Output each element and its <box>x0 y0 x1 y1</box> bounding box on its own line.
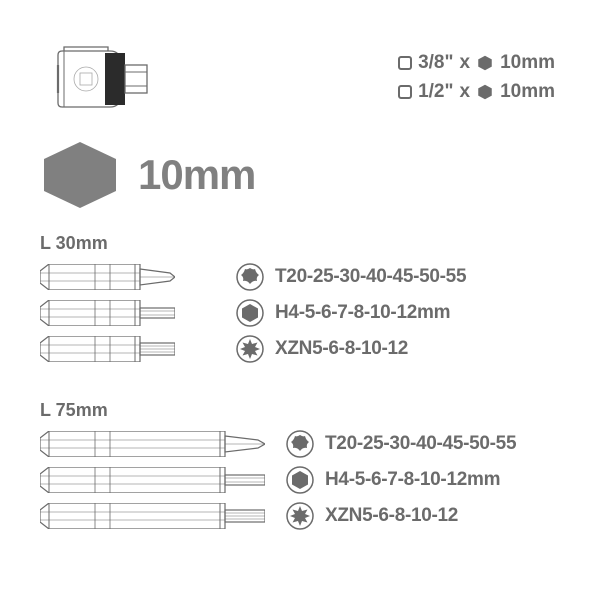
size-list: T20-25-30-40-45-50-55 <box>275 266 466 288</box>
adapter-spec-row: 1/2" x 10mm <box>398 77 555 106</box>
square-size: 1/2" <box>418 77 453 106</box>
hex-icon <box>476 83 494 101</box>
bit-drawing-short <box>40 336 175 362</box>
bit-drawing-long <box>40 431 265 457</box>
shank-size-label: 10mm <box>138 151 255 199</box>
xzn-icon <box>235 334 265 364</box>
size-list: H4-5-6-7-8-10-12mm <box>325 469 500 491</box>
bit-drawing-short <box>40 300 175 326</box>
torx-icon <box>285 429 315 459</box>
shank-size-header: 10mm <box>40 140 255 210</box>
adapter-spec-list: 3/8" x 10mm 1/2" x 10mm <box>398 48 555 107</box>
bit-row: XZN5-6-8-10-12 <box>40 332 466 366</box>
square-drive-icon <box>398 56 412 70</box>
length-label: L 75mm <box>40 400 516 421</box>
square-size: 3/8" <box>418 48 453 77</box>
size-list: H4-5-6-7-8-10-12mm <box>275 302 450 324</box>
bit-drawing-long <box>40 467 265 493</box>
bit-row: T20-25-30-40-45-50-55 <box>40 427 516 461</box>
length-label: L 30mm <box>40 233 466 254</box>
bit-row: XZN5-6-8-10-12 <box>40 499 516 533</box>
hex-icon <box>476 54 494 72</box>
adapter-spec-row: 3/8" x 10mm <box>398 48 555 77</box>
bit-row: H4-5-6-7-8-10-12mm <box>40 296 466 330</box>
hex-size: 10mm <box>500 77 555 106</box>
xzn-icon <box>285 501 315 531</box>
hex-bit-icon <box>235 298 265 328</box>
bits-section-l75: L 75mm T20-25-30-40-45-50-55 <box>40 400 516 535</box>
hexagon-icon <box>40 140 120 210</box>
square-drive-icon <box>398 85 412 99</box>
bits-section-l30: L 30mm T20-25-30-40-45-50-55 <box>40 233 466 368</box>
bit-drawing-short <box>40 264 175 290</box>
bit-drawing-long <box>40 503 265 529</box>
hex-bit-icon <box>285 465 315 495</box>
socket-adapter-drawing <box>50 35 155 120</box>
x-label: x <box>460 48 471 77</box>
hex-size: 10mm <box>500 48 555 77</box>
size-list: XZN5-6-8-10-12 <box>275 338 408 360</box>
torx-icon <box>235 262 265 292</box>
x-label: x <box>460 77 471 106</box>
bit-row: T20-25-30-40-45-50-55 <box>40 260 466 294</box>
size-list: T20-25-30-40-45-50-55 <box>325 433 516 455</box>
bit-row: H4-5-6-7-8-10-12mm <box>40 463 516 497</box>
size-list: XZN5-6-8-10-12 <box>325 505 458 527</box>
